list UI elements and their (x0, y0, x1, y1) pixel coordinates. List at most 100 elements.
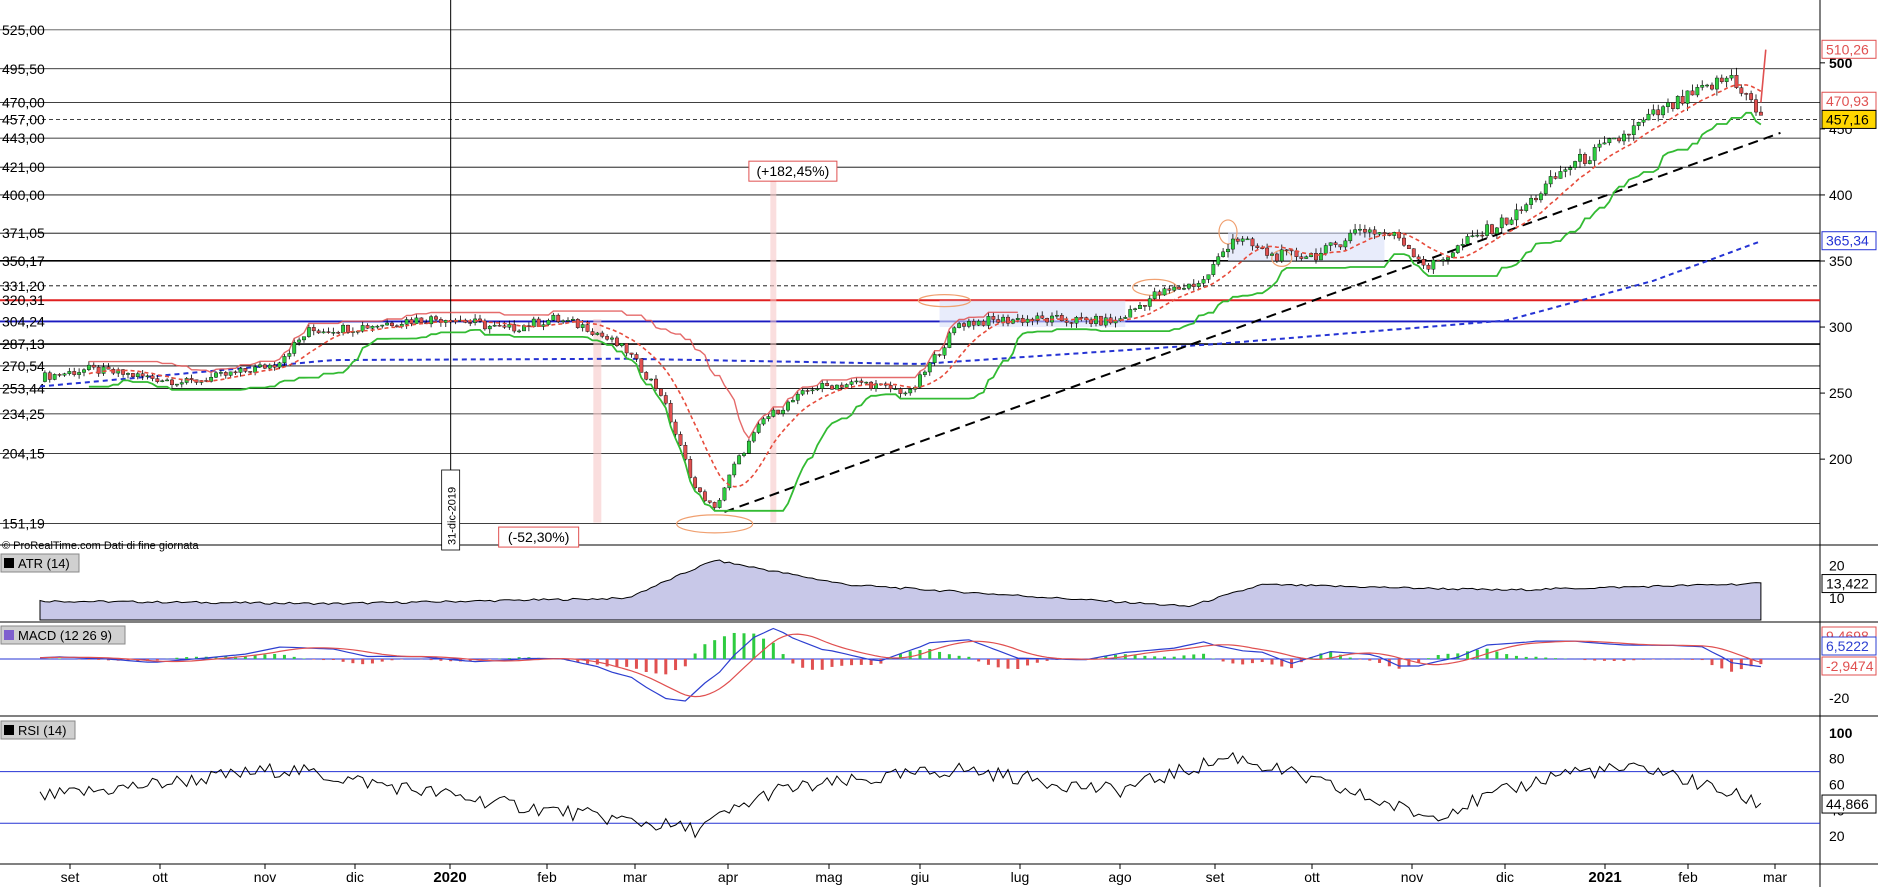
candle (297, 339, 302, 343)
candle (1323, 245, 1328, 254)
candle (1612, 137, 1617, 140)
candle (492, 324, 497, 327)
candle (1465, 236, 1470, 245)
x-axis: set ott nov dic 2020 feb mar apr mag giu lug ago set… (61, 864, 1787, 886)
x-axis-month-label: dic (1496, 869, 1514, 885)
candle (649, 378, 654, 381)
candle (1719, 77, 1724, 82)
macd-histogram-bar (253, 655, 257, 659)
candle (47, 372, 52, 380)
candle (580, 324, 585, 328)
candle (815, 388, 820, 391)
macd-histogram-bar (1270, 659, 1274, 665)
candle (590, 331, 595, 335)
candle (77, 372, 82, 375)
macd-histogram-bar (781, 654, 785, 659)
candle (722, 487, 727, 501)
candle (658, 388, 663, 396)
right-value-label: 510,26 (1826, 41, 1869, 57)
candle (585, 324, 590, 332)
macd-histogram-bar (644, 659, 648, 672)
macd-histogram-bar (801, 659, 805, 668)
candle (106, 366, 111, 370)
macd-histogram-bar (273, 653, 277, 659)
x-axis-month-label: ott (1304, 869, 1320, 885)
candle (1553, 176, 1558, 179)
rsi-tick: 100 (1829, 725, 1853, 741)
candle (1646, 113, 1651, 121)
candle (1455, 245, 1460, 253)
candle (277, 362, 282, 368)
candle (91, 364, 96, 368)
candle (1690, 90, 1695, 96)
candle (551, 314, 556, 321)
macd-histogram-bar (1642, 659, 1646, 660)
level-label: 204,15 (2, 446, 45, 462)
rsi-panel: RSI (14)1008060402044,866 (0, 720, 1878, 865)
macd-histogram-bar (928, 648, 932, 659)
candle (1328, 242, 1333, 246)
candle (1411, 248, 1416, 258)
rsi-title-box (0, 720, 76, 740)
trailing-stop-line (88, 111, 1762, 512)
macd-histogram-bar (1554, 658, 1558, 659)
candle (1534, 197, 1538, 201)
candle (742, 452, 746, 456)
level-label: 287,13 (2, 336, 45, 352)
candle (1196, 283, 1201, 287)
candle (1739, 87, 1744, 94)
atr-tick: 10 (1829, 590, 1845, 606)
candle (1103, 317, 1108, 326)
candle (1245, 238, 1250, 241)
macd-histogram-bar (1202, 653, 1206, 659)
candle (126, 373, 130, 375)
level-label: 400,00 (2, 187, 45, 203)
macd-histogram-bar (87, 659, 91, 660)
candle (1558, 171, 1563, 179)
candle (1587, 160, 1592, 164)
candle (468, 322, 473, 324)
macd-histogram-bar (1035, 659, 1039, 663)
candle (512, 324, 517, 332)
macd-histogram-bar (155, 659, 159, 661)
candle (1656, 109, 1661, 116)
candle (1157, 291, 1162, 296)
macd-histogram-bar (1153, 656, 1157, 659)
x-axis-month-label: mar (1763, 869, 1787, 885)
candle (1333, 242, 1338, 245)
candle (160, 380, 165, 382)
candle (1524, 204, 1529, 211)
candle (1098, 315, 1103, 326)
x-axis-month-label: lug (1011, 869, 1030, 885)
candle (409, 319, 414, 324)
macd-histogram-bar (185, 657, 189, 659)
highlight-ellipse (917, 294, 972, 308)
candle (1074, 317, 1079, 324)
candle (42, 372, 47, 382)
candle (781, 409, 786, 414)
candle (52, 374, 57, 380)
macd-histogram-bar (879, 659, 883, 664)
x-axis-month-label: ago (1108, 869, 1132, 885)
candle (145, 375, 150, 378)
rsi-tick: 80 (1829, 751, 1845, 767)
candle (859, 380, 864, 383)
rsi-value-box (1821, 794, 1877, 814)
macd-histogram-bar (986, 659, 990, 665)
macd-histogram-bar (762, 638, 766, 659)
candle (1128, 309, 1133, 318)
candle (1377, 232, 1382, 235)
candle (497, 324, 502, 327)
macd-histogram-bar (58, 658, 62, 659)
candle (712, 502, 717, 508)
macd-histogram-bar (1192, 654, 1196, 659)
candle (1338, 244, 1343, 248)
macd-histogram-bar (752, 633, 756, 659)
candle (233, 371, 238, 374)
candle (82, 369, 86, 373)
x-axis-month-label: ott (152, 869, 168, 885)
candle (976, 320, 981, 326)
candle (385, 322, 390, 326)
macd-histogram-bar (674, 659, 678, 671)
